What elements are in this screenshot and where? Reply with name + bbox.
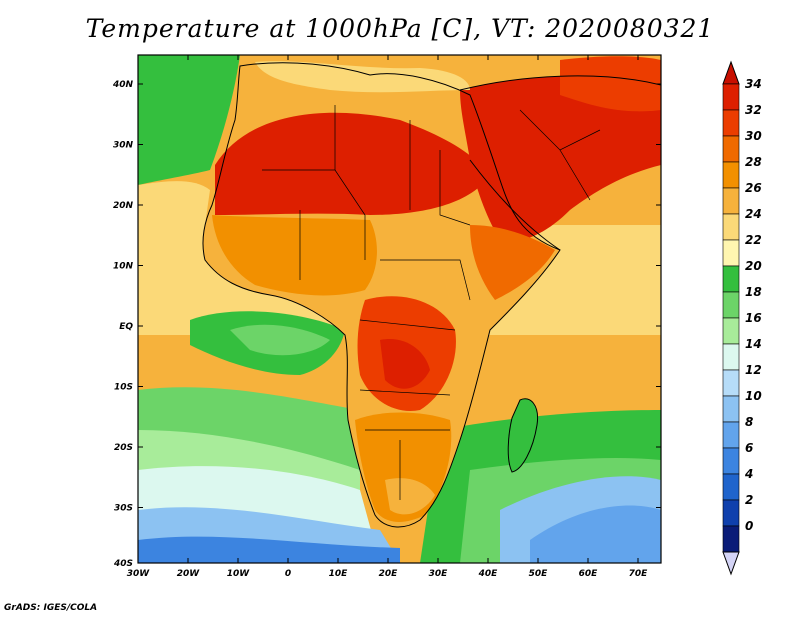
lon-label: 10W bbox=[227, 569, 251, 579]
lat-label: 40S bbox=[113, 559, 133, 569]
lon-label: 30W bbox=[127, 569, 151, 579]
colorbar-label: 8 bbox=[745, 415, 753, 429]
colorbar-label: 14 bbox=[745, 337, 762, 351]
lon-label: 40E bbox=[478, 569, 499, 579]
colorbar-segment bbox=[722, 473, 740, 501]
lon-label: 10E bbox=[329, 569, 349, 579]
colorbar-segment bbox=[722, 395, 740, 423]
lon-label: 50E bbox=[529, 569, 549, 579]
colorbar-over-triangle bbox=[722, 60, 740, 85]
grads-credit: GrADS: IGES/COLA bbox=[4, 603, 98, 613]
colorbar-segment bbox=[722, 161, 740, 189]
temperature-field bbox=[138, 55, 661, 563]
lon-label: 30E bbox=[429, 569, 449, 579]
colorbar-segment bbox=[722, 421, 740, 449]
sahel-band bbox=[212, 215, 377, 296]
colorbar-label: 0 bbox=[745, 519, 753, 533]
colorbar-segment bbox=[722, 135, 740, 163]
lat-label: 10N bbox=[113, 262, 134, 272]
iran-hot bbox=[560, 56, 661, 112]
country-borders bbox=[262, 105, 601, 500]
colorbar-label: 20 bbox=[745, 259, 762, 273]
colorbar-label: 26 bbox=[745, 181, 762, 195]
colorbar-label: 30 bbox=[745, 129, 762, 143]
colorbar-label: 16 bbox=[745, 311, 762, 325]
lat-label: 20N bbox=[113, 201, 134, 211]
madagascar bbox=[507, 398, 539, 473]
sahara-hot-core bbox=[215, 112, 490, 215]
colorbar-segment bbox=[722, 213, 740, 241]
colorbar-label: 28 bbox=[745, 155, 762, 169]
lon-label: 60E bbox=[579, 569, 599, 579]
south-indian-deepblue bbox=[530, 505, 661, 563]
colorbar-label: 10 bbox=[745, 389, 762, 403]
colorbar-segment bbox=[722, 447, 740, 475]
colorbar-segment bbox=[722, 83, 740, 111]
africa-coastline bbox=[202, 62, 561, 528]
colorbar-segment bbox=[722, 187, 740, 215]
colorbar-segment bbox=[722, 109, 740, 137]
map-title: Temperature at 1000hPa [C], VT: 20200803… bbox=[85, 14, 715, 43]
arabia-coastline bbox=[459, 75, 661, 251]
arabia-hot-core bbox=[460, 75, 661, 242]
colorbar-label: 18 bbox=[745, 285, 762, 299]
lat-label: EQ bbox=[119, 322, 133, 332]
plot-frame bbox=[137, 54, 662, 564]
colorbar-label: 4 bbox=[744, 467, 753, 481]
colorbar-label: 2 bbox=[745, 493, 753, 507]
colorbar-label: 24 bbox=[745, 207, 762, 221]
colorbar-segment bbox=[722, 317, 740, 345]
colorbar-label: 12 bbox=[745, 363, 762, 377]
horn-of-africa bbox=[470, 225, 555, 300]
map-axes: 30W 20W 10W 0 10E 20E 30E 40E 50E 60E 70E 40N 30N 20N… bbox=[112, 55, 661, 579]
north-atlantic-green bbox=[138, 55, 240, 185]
lon-label: 70E bbox=[629, 569, 649, 579]
lat-label: 10S bbox=[114, 383, 133, 393]
south-atlantic-deepblue bbox=[138, 536, 400, 563]
colorbar-label: 32 bbox=[745, 103, 762, 117]
central-africa-core bbox=[380, 339, 430, 389]
lon-label: 20E bbox=[379, 569, 399, 579]
colorbar-segment bbox=[722, 239, 740, 267]
colorbar-segment bbox=[722, 525, 740, 553]
colorbar-segment bbox=[722, 265, 740, 293]
lat-label: 30N bbox=[113, 141, 134, 151]
colorbar-segment bbox=[722, 291, 740, 319]
lat-label: 30S bbox=[114, 504, 133, 514]
south-africa-plateau bbox=[385, 478, 435, 515]
colorbar-under-triangle bbox=[722, 551, 740, 576]
canary-current bbox=[138, 181, 210, 225]
lon-label: 0 bbox=[285, 569, 291, 579]
colorbar-segment bbox=[722, 499, 740, 527]
colorbar-label: 6 bbox=[745, 441, 753, 455]
colorbar-segment bbox=[722, 369, 740, 397]
colorbar-label: 22 bbox=[745, 233, 762, 247]
mediterranean bbox=[255, 61, 470, 93]
colorbar-segment bbox=[722, 343, 740, 371]
gulf-cool-core bbox=[230, 324, 330, 356]
lat-label: 40N bbox=[112, 80, 134, 90]
colorbar-label: 34 bbox=[745, 77, 762, 91]
lat-label: 20S bbox=[114, 443, 133, 453]
lon-label: 20W bbox=[177, 569, 201, 579]
